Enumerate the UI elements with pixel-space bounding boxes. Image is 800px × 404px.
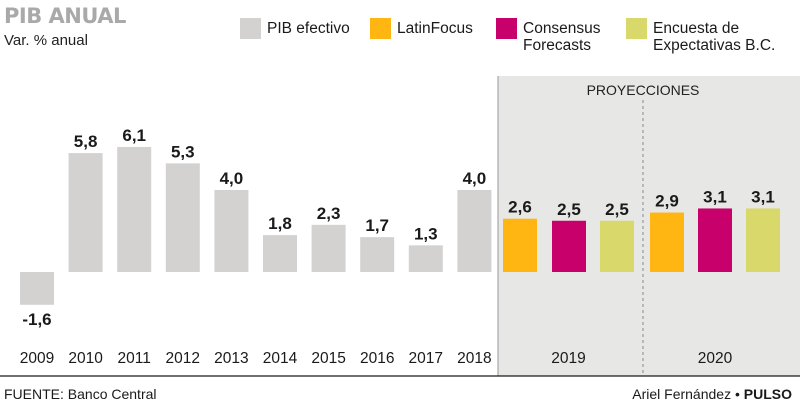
bar-pib-2014 xyxy=(263,235,297,272)
value-label-consensus-2020: 3,1 xyxy=(703,187,727,206)
value-label-latinfocus-2019: 2,6 xyxy=(508,198,532,217)
legend-label-latinfocus: LatinFocus xyxy=(397,20,473,37)
value-label-encuesta-2019: 2,5 xyxy=(605,200,629,219)
legend-swatch-encuesta xyxy=(626,18,647,39)
tick-label-2014: 2014 xyxy=(263,350,298,367)
value-label-pib-2009: -1,6 xyxy=(22,310,51,329)
credit: Ariel Fernández • PULSO xyxy=(632,386,792,402)
legend-swatch-consensus xyxy=(496,18,517,39)
projections-label: PROYECCIONES xyxy=(587,82,700,98)
tick-label-2019: 2019 xyxy=(551,350,585,367)
credit-separator: • xyxy=(734,386,740,402)
outlet-name: PULSO xyxy=(743,386,792,402)
tick-label-2015: 2015 xyxy=(311,350,345,367)
bar-consensus-2020 xyxy=(698,208,732,272)
bar-pib-2009 xyxy=(20,272,54,305)
legend: PIB efectivo LatinFocus Consensus Foreca… xyxy=(0,0,800,70)
bar-pib-2011 xyxy=(117,146,152,272)
author-name: Ariel Fernández xyxy=(632,386,732,402)
value-label-pib-2015: 2,3 xyxy=(317,204,341,223)
value-label-pib-2010: 5,8 xyxy=(74,132,98,151)
legend-label-consensus: Consensus Forecasts xyxy=(523,20,601,54)
tick-label-2013: 2013 xyxy=(214,350,248,367)
value-label-latinfocus-2020: 2,9 xyxy=(655,192,679,211)
tick-label-2010: 2010 xyxy=(68,350,103,367)
value-label-pib-2016: 1,7 xyxy=(365,216,389,235)
tick-label-2012: 2012 xyxy=(166,350,200,367)
bar-encuesta-2019 xyxy=(600,220,634,272)
tick-label-2020: 2020 xyxy=(698,350,733,367)
tick-label-2018: 2018 xyxy=(457,350,491,367)
bar-pib-2015 xyxy=(311,224,346,272)
tick-label-2016: 2016 xyxy=(360,350,394,367)
value-label-pib-2018: 4,0 xyxy=(463,169,487,188)
bar-encuesta-2020 xyxy=(746,208,780,272)
bar-pib-2012 xyxy=(165,163,200,272)
value-label-pib-2014: 1,8 xyxy=(268,214,292,233)
legend-item-pib-efectivo: PIB efectivo xyxy=(240,18,350,39)
legend-item-encuesta: Encuesta de Expectativas B.C. xyxy=(626,18,775,54)
bar-consensus-2019 xyxy=(552,220,586,272)
bar-pib-2018 xyxy=(457,190,492,272)
chart-title: PIB ANUAL xyxy=(4,4,126,28)
source-note: FUENTE: Banco Central xyxy=(4,386,157,402)
tick-label-2011: 2011 xyxy=(118,350,151,367)
value-label-consensus-2019: 2,5 xyxy=(557,200,581,219)
value-label-pib-2013: 4,0 xyxy=(220,169,244,188)
value-label-pib-2012: 5,3 xyxy=(171,142,195,161)
bar-pib-2013 xyxy=(214,190,249,272)
value-label-encuesta-2020: 3,1 xyxy=(751,187,775,206)
legend-swatch-pib-efectivo xyxy=(240,18,261,39)
legend-swatch-latinfocus xyxy=(370,18,391,39)
bar-latinfocus-2019 xyxy=(503,218,537,272)
bar-pib-2017 xyxy=(408,245,443,272)
tick-label-2017: 2017 xyxy=(409,350,443,367)
legend-item-latinfocus: LatinFocus xyxy=(370,18,473,39)
legend-label-pib-efectivo: PIB efectivo xyxy=(267,20,350,37)
value-label-pib-2011: 6,1 xyxy=(122,126,146,145)
tick-label-2009: 2009 xyxy=(20,350,54,367)
chart-subtitle: Var. % anual xyxy=(4,32,88,49)
bar-latinfocus-2020 xyxy=(650,212,684,272)
legend-item-consensus: Consensus Forecasts xyxy=(496,18,601,54)
legend-label-encuesta: Encuesta de Expectativas B.C. xyxy=(653,20,776,54)
bar-pib-2016 xyxy=(360,237,395,272)
bar-pib-2010 xyxy=(68,153,103,272)
value-label-pib-2017: 1,3 xyxy=(414,224,438,243)
